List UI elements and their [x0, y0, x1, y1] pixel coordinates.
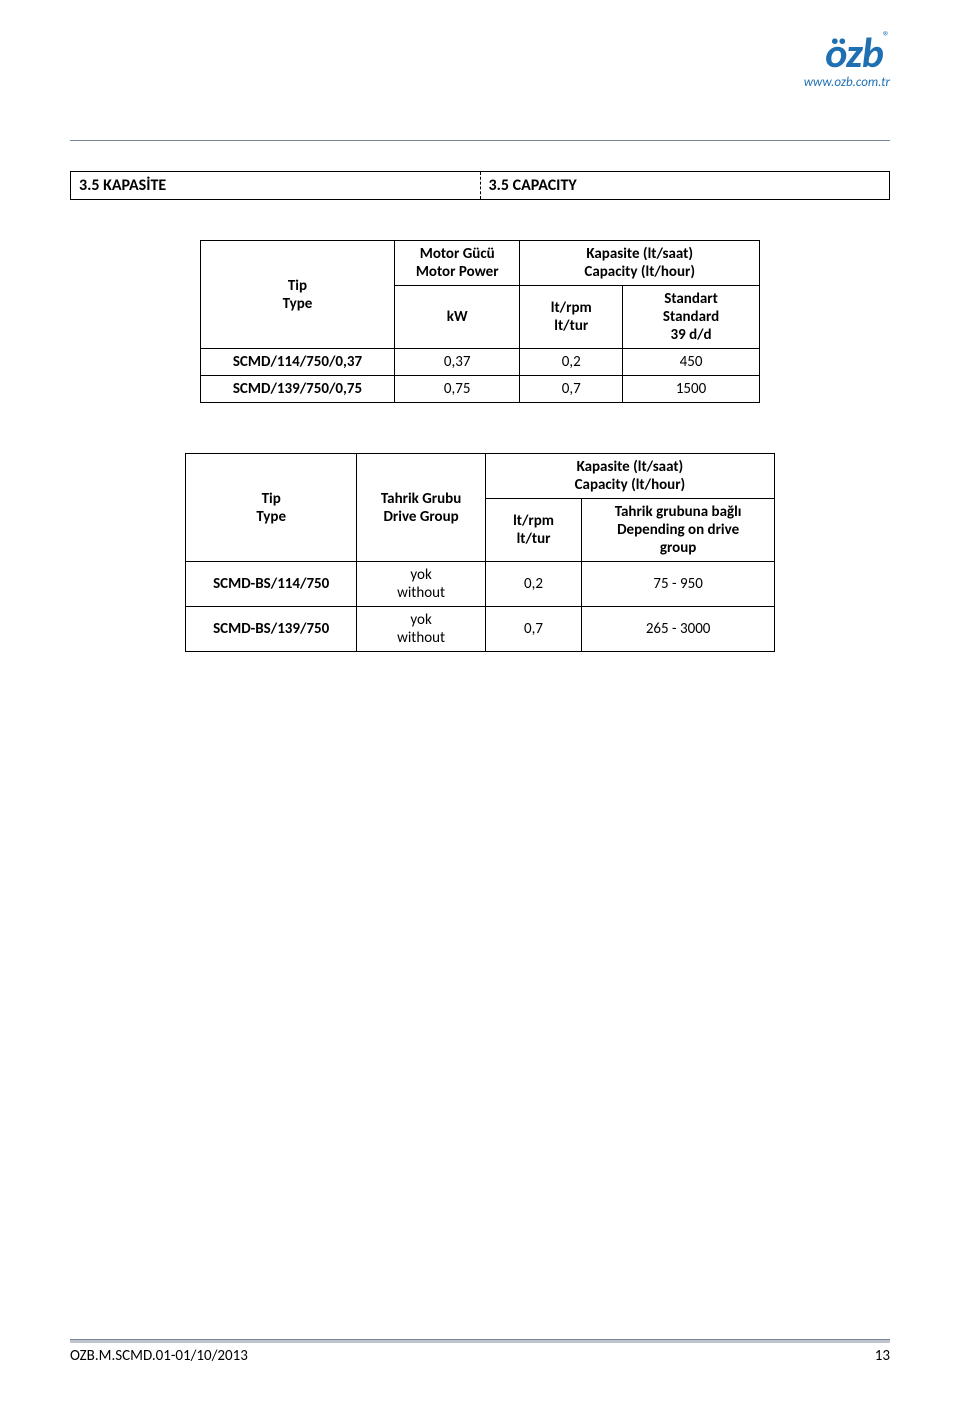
standard-label: Standard: [633, 308, 749, 326]
cell-type: SCMD/114/750/0,37: [201, 349, 395, 376]
col-motor: Motor Gücü Motor Power: [394, 241, 519, 286]
lttur-label: lt/tur: [530, 317, 612, 335]
col-kapasite: Kapasite (lt/saat) Capacity (lt/hour): [520, 241, 760, 286]
col-tip-type: Tip Type: [201, 241, 395, 349]
col-lt: lt/rpm lt/tur: [520, 286, 623, 349]
logo-text: özb: [825, 28, 883, 79]
footer-row: OZB.M.SCMD.01-01/10/2013 13: [70, 1347, 890, 1365]
col-standard: Standart Standard 39 d/d: [623, 286, 760, 349]
cell-lt: 0,7: [485, 607, 581, 652]
table-row: SCMD/139/750/0,75 0,75 0,7 1500: [201, 376, 760, 403]
type-label: Type: [211, 295, 384, 313]
section-header: 3.5 KAPASİTE 3.5 CAPACITY: [70, 171, 890, 200]
capacity-table-1: Tip Type Motor Gücü Motor Power Kapasite…: [200, 240, 760, 403]
col-lt: lt/rpm lt/tur: [485, 499, 581, 562]
cell-dep: 75 - 950: [582, 562, 775, 607]
header-rule: [70, 140, 890, 141]
cell-drive-without: without: [367, 584, 475, 602]
kapasite-label: Kapasite (lt/saat): [496, 458, 764, 476]
cell-drive-yok: yok: [367, 566, 475, 584]
ltrpm-label: lt/rpm: [530, 299, 612, 317]
logo-brand: özb®: [804, 28, 890, 79]
col-kw: kW: [394, 286, 519, 349]
cell-drive: yok without: [357, 562, 486, 607]
cell-std: 450: [623, 349, 760, 376]
table-row: SCMD-BS/139/750 yok without 0,7 265 - 30…: [186, 607, 775, 652]
tip-label: Tip: [211, 277, 384, 295]
capacity-label: Capacity (lt/hour): [530, 263, 749, 281]
capacity-table-2: Tip Type Tahrik Grubu Drive Group Kapasi…: [185, 453, 775, 652]
depending-label: Depending on drive: [592, 521, 764, 539]
col-depending: Tahrik grubuna bağlı Depending on drive …: [582, 499, 775, 562]
cell-drive: yok without: [357, 607, 486, 652]
tahrik-bagli-label: Tahrik grubuna bağlı: [592, 503, 764, 521]
table-row: SCMD-BS/114/750 yok without 0,2 75 - 950: [186, 562, 775, 607]
col-kapasite: Kapasite (lt/saat) Capacity (lt/hour): [485, 454, 774, 499]
ltrpm-label: lt/rpm: [496, 512, 571, 530]
motor-power-label: Motor Power: [405, 263, 509, 281]
cell-drive-yok: yok: [367, 611, 475, 629]
col-tip-type: Tip Type: [186, 454, 357, 562]
footer-page: 13: [875, 1347, 890, 1365]
section-left: 3.5 KAPASİTE: [71, 172, 481, 199]
table-row: Tip Type Motor Gücü Motor Power Kapasite…: [201, 241, 760, 286]
col-drive: Tahrik Grubu Drive Group: [357, 454, 486, 562]
footer-rule: [70, 1339, 890, 1343]
table-row: Tip Type Tahrik Grubu Drive Group Kapasi…: [186, 454, 775, 499]
footer: OZB.M.SCMD.01-01/10/2013 13: [70, 1339, 890, 1365]
kapasite-label: Kapasite (lt/saat): [530, 245, 749, 263]
cell-type: SCMD-BS/139/750: [186, 607, 357, 652]
logo: özb® www.ozb.com.tr: [804, 28, 890, 90]
table-row: SCMD/114/750/0,37 0,37 0,2 450: [201, 349, 760, 376]
standart-label: Standart: [633, 290, 749, 308]
cell-type: SCMD/139/750/0,75: [201, 376, 395, 403]
lttur-label: lt/tur: [496, 530, 571, 548]
logo-url: www.ozb.com.tr: [804, 75, 890, 90]
cell-type: SCMD-BS/114/750: [186, 562, 357, 607]
section-right: 3.5 CAPACITY: [481, 172, 890, 199]
footer-doc: OZB.M.SCMD.01-01/10/2013: [70, 1347, 248, 1365]
cell-std: 1500: [623, 376, 760, 403]
cell-lt: 0,2: [520, 349, 623, 376]
tahrik-grubu-label: Tahrik Grubu: [367, 490, 475, 508]
cell-kw: 0,75: [394, 376, 519, 403]
logo-reg: ®: [883, 28, 890, 45]
group-label: group: [592, 539, 764, 557]
cell-kw: 0,37: [394, 349, 519, 376]
cell-lt: 0,2: [485, 562, 581, 607]
drive-group-label: Drive Group: [367, 508, 475, 526]
cell-drive-without: without: [367, 629, 475, 647]
type-label: Type: [196, 508, 346, 526]
dd-label: 39 d/d: [633, 326, 749, 344]
motor-gucu-label: Motor Gücü: [405, 245, 509, 263]
cell-dep: 265 - 3000: [582, 607, 775, 652]
cell-lt: 0,7: [520, 376, 623, 403]
capacity-label: Capacity (lt/hour): [496, 476, 764, 494]
tip-label: Tip: [196, 490, 346, 508]
